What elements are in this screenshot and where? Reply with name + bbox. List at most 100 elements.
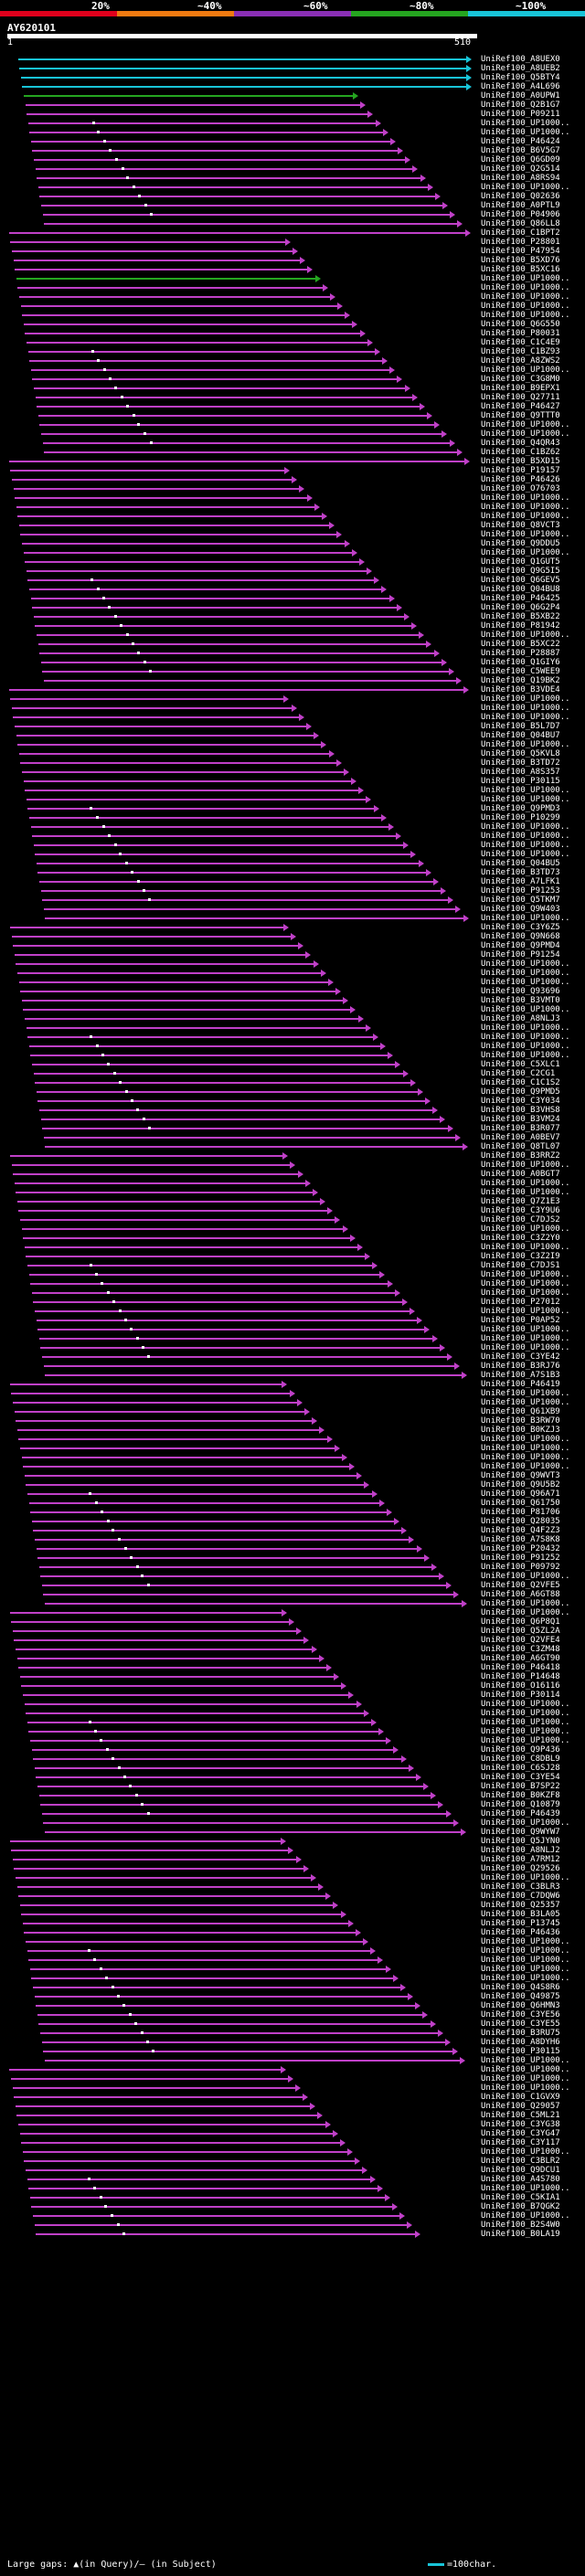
hit-label[interactable]: UniRef100_UP1000.. [481,1572,570,1581]
hit-label[interactable]: UniRef100_C3YE56 [481,2010,560,2019]
hit-label[interactable]: UniRef100_C2CG1 [481,1069,556,1078]
hit-label[interactable]: UniRef100_P80031 [481,329,560,338]
hit-label[interactable]: UniRef100_P28801 [481,238,560,247]
hit-label[interactable]: UniRef100_P13745 [481,1919,560,1928]
hit-label[interactable]: UniRef100_UP1000.. [481,366,570,375]
hit-label[interactable]: UniRef100_UP1000.. [481,119,570,128]
hit-label[interactable]: UniRef100_UP1000.. [481,841,570,850]
hit-label[interactable]: UniRef100_UP1000.. [481,311,570,320]
hit-label[interactable]: UniRef100_Q9G5I5 [481,567,560,576]
hit-label[interactable]: UniRef100_Q96A71 [481,1489,560,1499]
hit-label[interactable]: UniRef100_C7DJS1 [481,1261,560,1270]
hit-label[interactable]: UniRef100_P81942 [481,621,560,631]
hit-label[interactable]: UniRef100_UP1000.. [481,694,570,704]
hit-label[interactable]: UniRef100_UP1000.. [481,2056,570,2065]
hit-label[interactable]: UniRef100_B3RJ76 [481,1362,560,1371]
hit-label[interactable]: UniRef100_UP1000.. [481,1873,570,1882]
hit-label[interactable]: UniRef100_B3LA05 [481,1910,560,1919]
hit-label[interactable]: UniRef100_B5XC16 [481,265,560,274]
hit-label[interactable]: UniRef100_UP1000.. [481,283,570,292]
hit-label[interactable]: UniRef100_UP1000.. [481,302,570,311]
hit-label[interactable]: UniRef100_Q5KVL8 [481,749,560,758]
hit-label[interactable]: UniRef100_B3TD72 [481,758,560,768]
hit-label[interactable]: UniRef100_UP1000.. [481,1444,570,1453]
hit-label[interactable]: UniRef100_Q4F2Z3 [481,1526,560,1535]
hit-label[interactable]: UniRef100_B3RW70 [481,1416,560,1426]
hit-label[interactable]: UniRef100_P81706 [481,1508,560,1517]
hit-label[interactable]: UniRef100_P46424 [481,137,560,146]
hit-label[interactable]: UniRef100_A4S780 [481,2175,560,2184]
hit-label[interactable]: UniRef100_A0BEV7 [481,1133,560,1142]
hit-label[interactable]: UniRef100_UP1000.. [481,128,570,137]
hit-label[interactable]: UniRef100_C1C1S2 [481,1078,560,1087]
hit-label[interactable]: UniRef100_Q2G514 [481,164,560,174]
hit-label[interactable]: UniRef100_UP1000.. [481,503,570,512]
hit-label[interactable]: UniRef100_B3RU75 [481,2029,560,2038]
hit-label[interactable]: UniRef100_B7QGK2 [481,2202,560,2211]
hit-label[interactable]: UniRef100_P47954 [481,247,560,256]
hit-label[interactable]: UniRef100_P09211 [481,110,560,119]
hit-label[interactable]: UniRef100_Q6G2P4 [481,603,560,612]
hit-label[interactable]: UniRef100_UP1000.. [481,2065,570,2074]
hit-label[interactable]: UniRef100_C3ZM48 [481,1645,560,1654]
hit-label[interactable]: UniRef100_UP1000.. [481,1974,570,1983]
hit-label[interactable]: UniRef100_UP1000.. [481,2083,570,2093]
hit-label[interactable]: UniRef100_UP1000.. [481,420,570,429]
hit-label[interactable]: UniRef100_C1C4E9 [481,338,560,347]
hit-label[interactable]: UniRef100_A7RM12 [481,1855,560,1864]
hit-label[interactable]: UniRef100_B5XB22 [481,612,560,621]
hit-label[interactable]: UniRef100_UP1000.. [481,1224,570,1234]
hit-label[interactable]: UniRef100_B3RRZ2 [481,1151,560,1161]
hit-label[interactable]: UniRef100_Q02636 [481,192,560,201]
hit-label[interactable]: UniRef100_C3Y034 [481,1097,560,1106]
hit-label[interactable]: UniRef100_Q9PMD5 [481,1087,560,1097]
hit-label[interactable]: UniRef100_UP1000.. [481,1325,570,1334]
hit-label[interactable]: UniRef100_C3Y117 [481,2138,560,2147]
hit-label[interactable]: UniRef100_C3YE54 [481,1773,560,1782]
hit-label[interactable]: UniRef100_A7S8K8 [481,1535,560,1544]
hit-label[interactable]: UniRef100_C3Z2I9 [481,1252,560,1261]
hit-label[interactable]: UniRef100_P91254 [481,950,560,959]
hit-label[interactable]: UniRef100_Q6G550 [481,320,560,329]
hit-label[interactable]: UniRef100_Q9DDU5 [481,539,560,548]
hit-label[interactable]: UniRef100_C6SJ28 [481,1764,560,1773]
hit-label[interactable]: UniRef100_P19157 [481,466,560,475]
hit-label[interactable]: UniRef100_Q9U5B2 [481,1480,560,1489]
hit-label[interactable]: UniRef100_C7DQW6 [481,1892,560,1901]
hit-label[interactable]: UniRef100_A8S357 [481,768,560,777]
hit-label[interactable]: UniRef100_Q49875 [481,1992,560,2001]
hit-label[interactable]: UniRef100_UP1000.. [481,1937,570,1946]
hit-label[interactable]: UniRef100_P0AP52 [481,1316,560,1325]
hit-label[interactable]: UniRef100_Q2VFE5 [481,1581,560,1590]
hit-label[interactable]: UniRef100_C3Y9U6 [481,1206,560,1215]
hit-label[interactable]: UniRef100_Q04BU5 [481,859,560,868]
hit-label[interactable]: UniRef100_Q5JYN0 [481,1837,560,1846]
hit-label[interactable]: UniRef100_UP1000.. [481,1051,570,1060]
hit-label[interactable]: UniRef100_P04906 [481,210,560,219]
hit-label[interactable]: UniRef100_Q9N668 [481,932,560,941]
hit-label[interactable]: UniRef100_A8NLJ3 [481,1014,560,1023]
hit-label[interactable]: UniRef100_C5KIA1 [481,2193,560,2202]
hit-label[interactable]: UniRef100_A7S1B3 [481,1371,560,1380]
hit-label[interactable]: UniRef100_A0BGT7 [481,1170,560,1179]
hit-label[interactable]: UniRef100_UP1000.. [481,1243,570,1252]
hit-label[interactable]: UniRef100_Q9PMD3 [481,804,560,813]
hit-label[interactable]: UniRef100_Q8TL07 [481,1142,560,1151]
hit-label[interactable]: UniRef100_B3VHS8 [481,1106,560,1115]
hit-label[interactable]: UniRef100_UP1000.. [481,786,570,795]
hit-label[interactable]: UniRef100_Q6GD09 [481,155,560,164]
hit-label[interactable]: UniRef100_B5XD15 [481,457,560,466]
hit-label[interactable]: UniRef100_UP1000.. [481,704,570,713]
hit-label[interactable]: UniRef100_UP1000.. [481,969,570,978]
hit-label[interactable]: UniRef100_Q10879 [481,1800,560,1809]
hit-label[interactable]: UniRef100_B6V5G7 [481,146,560,155]
hit-label[interactable]: UniRef100_Q5BTY4 [481,73,560,82]
hit-label[interactable]: UniRef100_A8DYH6 [481,2038,560,2047]
hit-label[interactable]: UniRef100_P28887 [481,649,560,658]
hit-label[interactable]: UniRef100_A8NLJ2 [481,1846,560,1855]
hit-label[interactable]: UniRef100_UP1000.. [481,1453,570,1462]
hit-label[interactable]: UniRef100_C5ML21 [481,2111,560,2120]
hit-label[interactable]: UniRef100_C5XLC1 [481,1060,560,1069]
hit-label[interactable]: UniRef100_A8RS94 [481,174,560,183]
hit-label[interactable]: UniRef100_Q8VCT3 [481,521,560,530]
